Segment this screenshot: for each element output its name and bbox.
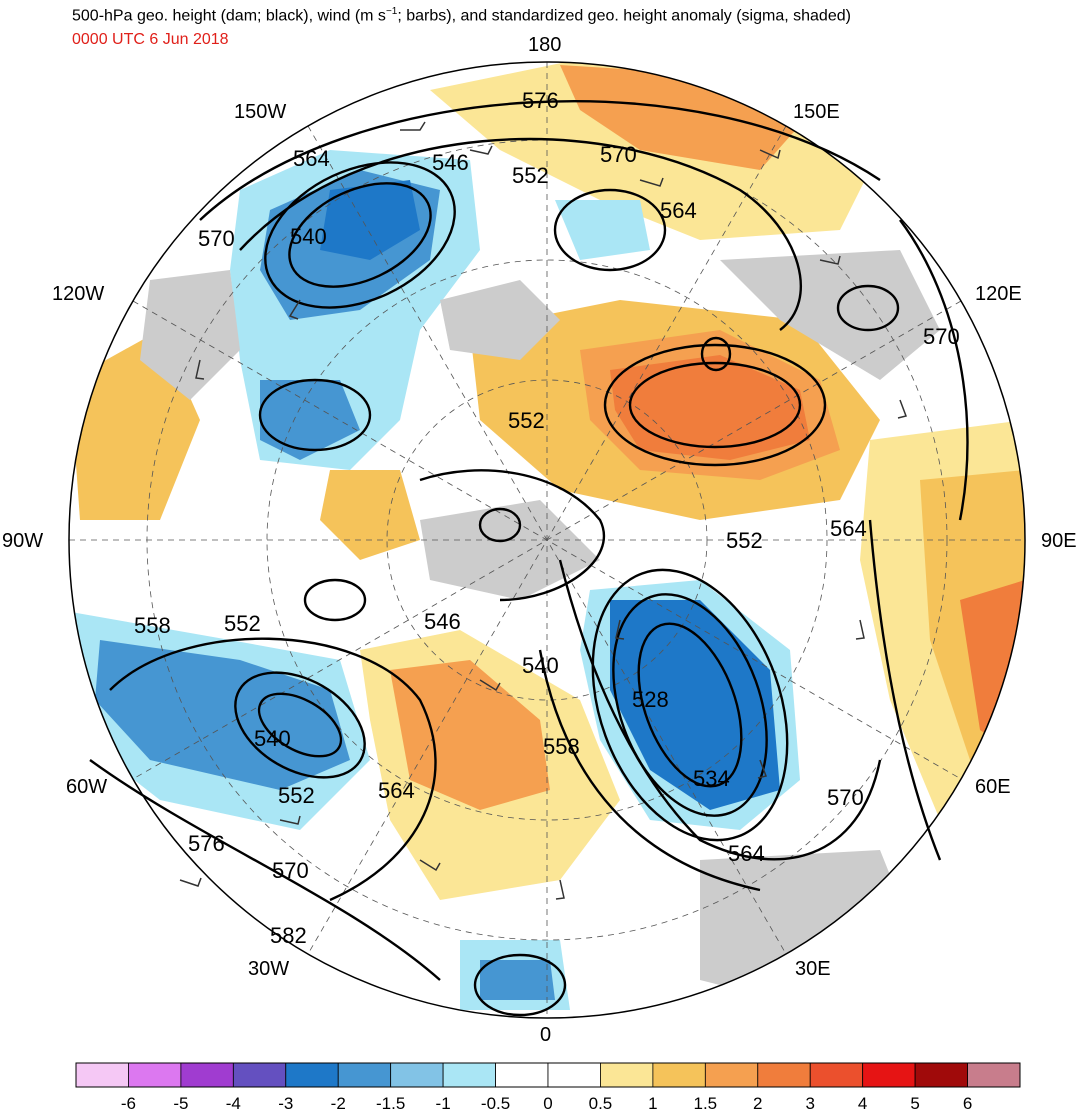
contour-labels: 576 570 564 552 546 564 570 540 570 552 … <box>134 88 960 948</box>
colorbar-cell <box>75 1062 129 1088</box>
lon-label-30e: 30E <box>795 958 831 980</box>
colorbar-cell <box>967 1062 1021 1088</box>
colorbar-tick-label: 2 <box>753 1094 762 1112</box>
lon-label-180: 180 <box>528 34 561 56</box>
contour-label: 570 <box>272 858 309 883</box>
colorbar-cell <box>547 1062 601 1088</box>
colorbar-tick-label: -1 <box>436 1094 451 1112</box>
colorbar-cell <box>914 1062 968 1088</box>
colorbar-tick-label: 6 <box>963 1094 972 1112</box>
contour-label: 552 <box>278 783 315 808</box>
wind-barbs <box>179 121 907 900</box>
lon-label-90e: 90E <box>1041 530 1077 552</box>
colorbar-tick-label: -4 <box>226 1094 241 1112</box>
lon-label-120w: 120W <box>52 283 104 305</box>
lon-label-30w: 30W <box>248 958 289 980</box>
colorbar-cell <box>180 1062 234 1088</box>
colorbar-cell <box>390 1062 444 1088</box>
colorbar-cell <box>337 1062 392 1088</box>
colorbar-cell <box>495 1062 549 1088</box>
lon-label-0: 0 <box>540 1024 551 1046</box>
contour-label: 570 <box>827 785 864 810</box>
colorbar-cell <box>809 1062 864 1088</box>
contour-label: 552 <box>224 611 261 636</box>
colorbar-cell <box>128 1062 182 1088</box>
lon-label-90w: 90W <box>2 530 43 552</box>
contour-label: 570 <box>198 226 235 251</box>
contour-label: 540 <box>522 653 559 678</box>
colorbar-cell <box>442 1062 496 1088</box>
contour-label: 570 <box>923 324 960 349</box>
contour-label: 582 <box>270 923 307 948</box>
colorbar-tick-label: -1.5 <box>376 1094 405 1112</box>
contour-label: 558 <box>134 613 171 638</box>
lon-label-60e: 60E <box>975 776 1011 798</box>
colorbar-tick-label: 3 <box>805 1094 814 1112</box>
valid-time: 0000 UTC 6 Jun 2018 <box>72 31 229 48</box>
lon-label-60w: 60W <box>66 776 107 798</box>
colorbar-tick-label: 1.5 <box>694 1094 718 1112</box>
contour-label: 552 <box>512 163 549 188</box>
contour-label: 570 <box>600 142 637 167</box>
colorbar-tick-label: 0 <box>543 1094 552 1112</box>
contour-label: 540 <box>254 726 291 751</box>
colorbar-tick-label: -6 <box>121 1094 136 1112</box>
contour-label: 552 <box>508 408 545 433</box>
colorbar-tick-label: -0.5 <box>481 1094 510 1112</box>
colorbar-cell <box>232 1062 287 1088</box>
contour-label: 564 <box>660 198 697 223</box>
contour-label: 564 <box>728 841 765 866</box>
contour-label: 564 <box>378 778 415 803</box>
colorbar-cell <box>285 1062 339 1088</box>
longitude-labels: 180 150E 120E 90E 60E 30E 0 30W 60W 90W … <box>2 34 1077 1046</box>
contour-label: 540 <box>290 224 327 249</box>
colorbar: -6 -5 -4 -3 -2 -1.5 -1 -0.5 0 0.5 1 1.5 2 3 4 5 6 <box>75 1062 1021 1112</box>
colorbar-tick-label: -3 <box>278 1094 293 1112</box>
contour-label: 576 <box>522 88 559 113</box>
contour-label: 552 <box>726 528 763 553</box>
colorbar-cell <box>652 1062 706 1088</box>
contour-label: 564 <box>293 146 330 171</box>
height-contours <box>89 100 969 1017</box>
colorbar-tick-label: 0.5 <box>589 1094 613 1112</box>
colorbar-tick-label: -2 <box>331 1094 346 1112</box>
chart-title: 500-hPa geo. height (dam; black), wind (… <box>72 6 851 25</box>
contour-label: 546 <box>432 150 469 175</box>
lon-label-150w: 150W <box>234 101 286 123</box>
contour-label: 528 <box>632 687 669 712</box>
colorbar-cell <box>862 1062 916 1088</box>
contour-label: 558 <box>543 734 580 759</box>
lon-label-150e: 150E <box>793 101 840 123</box>
contour-label: 564 <box>830 516 867 541</box>
contour-label: 534 <box>693 766 730 791</box>
colorbar-tick-label: 4 <box>858 1094 867 1112</box>
colorbar-cell <box>600 1062 654 1088</box>
contour-label: 576 <box>188 831 225 856</box>
colorbar-cell <box>757 1062 811 1088</box>
colorbar-tick-label: 5 <box>910 1094 919 1112</box>
lon-label-120e: 120E <box>975 283 1022 305</box>
colorbar-tick-label: 1 <box>648 1094 657 1112</box>
contour-label: 546 <box>424 609 461 634</box>
map-border <box>68 61 1026 1019</box>
colorbar-tick-label: -5 <box>173 1094 188 1112</box>
colorbar-cell <box>704 1062 759 1088</box>
